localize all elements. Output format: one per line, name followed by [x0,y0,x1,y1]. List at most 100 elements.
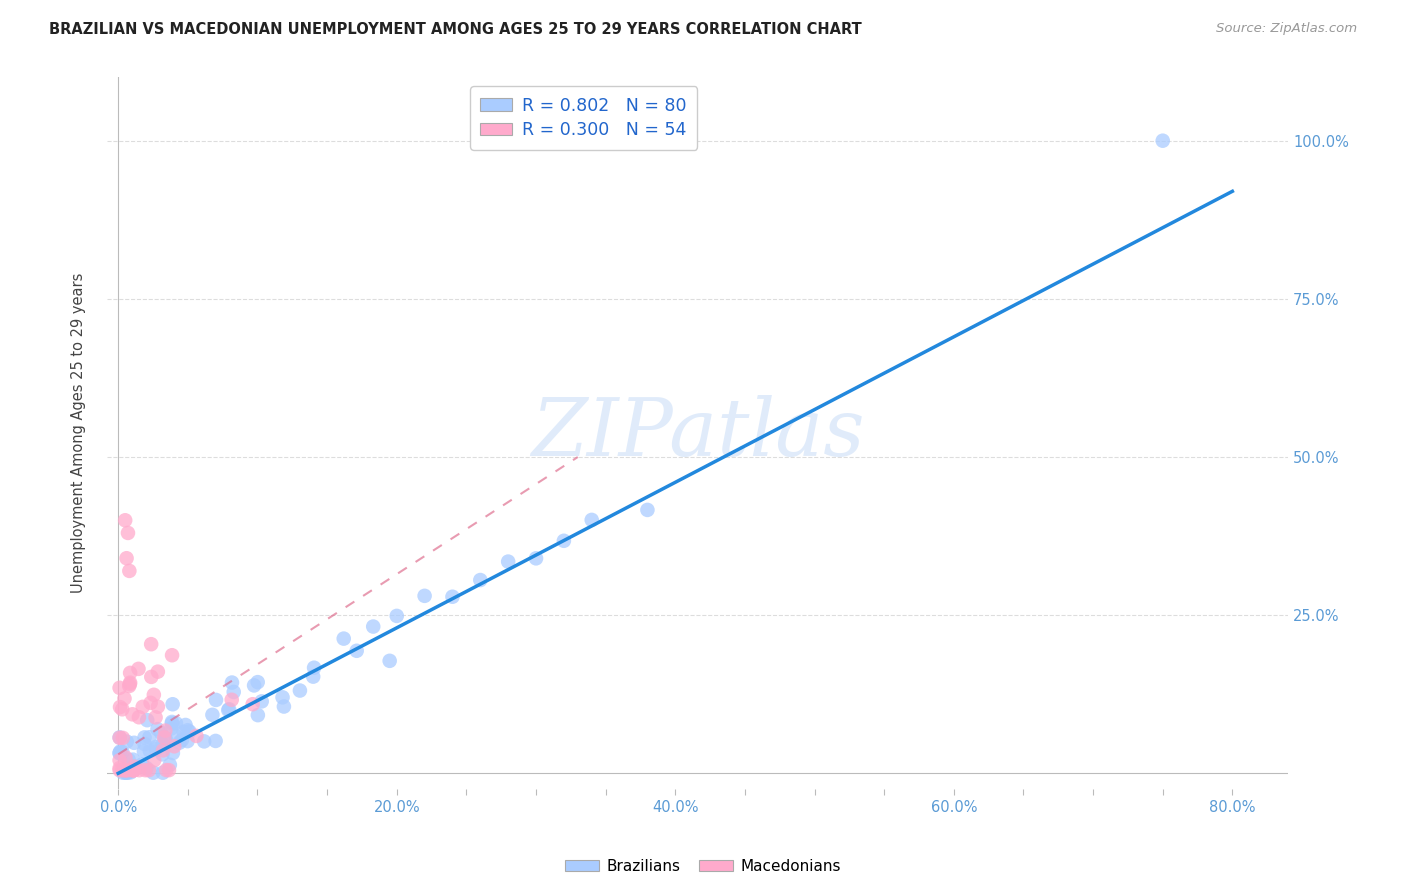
Point [136,713,159,727]
Point [115,763,138,777]
Point [204,734,226,748]
Point [152,737,174,751]
Point [155,763,177,777]
Point [120,765,142,780]
Point [117,753,139,767]
Point [385,608,408,623]
Point [217,703,239,717]
Point [122,759,145,773]
Text: BRAZILIAN VS MACEDONIAN UNEMPLOYMENT AMONG AGES 25 TO 29 YEARS CORRELATION CHART: BRAZILIAN VS MACEDONIAN UNEMPLOYMENT AMO… [49,22,862,37]
Point [111,702,134,716]
Point [108,763,131,777]
Point [110,744,132,758]
Point [179,724,201,739]
Point [169,736,191,750]
Point [170,733,193,747]
Point [302,661,325,675]
Point [221,675,243,690]
Point [111,745,134,759]
Point [205,693,228,707]
Point [145,710,167,724]
Point [163,739,186,754]
Point [145,739,167,754]
Point [122,763,145,777]
Point [413,589,436,603]
Point [174,718,197,732]
Point [222,685,245,699]
Point [111,763,134,777]
Point [114,513,136,527]
Point [141,637,163,651]
Legend: R = 0.802   N = 80, R = 0.300   N = 54: R = 0.802 N = 80, R = 0.300 N = 54 [470,87,697,150]
Point [186,729,208,743]
Point [108,681,131,695]
Point [218,702,240,716]
Point [441,590,464,604]
Point [160,716,183,731]
Point [117,763,139,777]
Text: Source: ZipAtlas.com: Source: ZipAtlas.com [1216,22,1357,36]
Point [115,763,138,777]
Point [118,677,141,691]
Point [120,675,142,690]
Point [150,726,173,740]
Point [160,722,183,736]
Point [146,722,169,736]
Point [121,707,143,722]
Point [176,723,198,738]
Point [114,750,136,764]
Point [162,698,184,712]
Point [173,725,195,739]
Point [139,744,162,758]
Point [141,670,163,684]
Point [165,729,187,743]
Point [152,747,174,762]
Point [108,700,131,714]
Point [111,731,134,745]
Point [496,555,519,569]
Point [271,690,294,705]
Point [117,525,139,540]
Point [108,746,131,760]
Point [155,731,177,746]
Point [108,753,131,767]
Point [115,764,138,779]
Text: ZIPatlas: ZIPatlas [531,394,865,472]
Point [111,765,134,780]
Point [108,731,131,745]
Point [138,731,160,745]
Point [157,763,180,777]
Point [138,763,160,777]
Point [162,746,184,760]
Point [143,753,166,767]
Point [1152,134,1174,148]
Point [117,765,139,780]
Point [243,678,266,692]
Point [246,675,269,690]
Point [155,723,177,738]
Point [165,716,187,731]
Point [221,692,243,706]
Point [288,683,311,698]
Point [131,757,153,772]
Point [122,763,145,777]
Point [108,747,131,761]
Point [120,665,142,680]
Point [155,731,177,746]
Point [470,573,492,587]
Point [122,763,145,777]
Point [378,654,401,668]
Point [115,551,138,566]
Point [145,742,167,756]
Point [128,662,150,676]
Point [118,564,141,578]
Point [132,744,155,758]
Point [152,765,174,780]
Point [134,763,156,777]
Point [242,697,264,711]
Point [142,688,165,702]
Point [302,670,325,684]
Point [128,763,150,777]
Point [361,619,384,633]
Point [114,763,136,777]
